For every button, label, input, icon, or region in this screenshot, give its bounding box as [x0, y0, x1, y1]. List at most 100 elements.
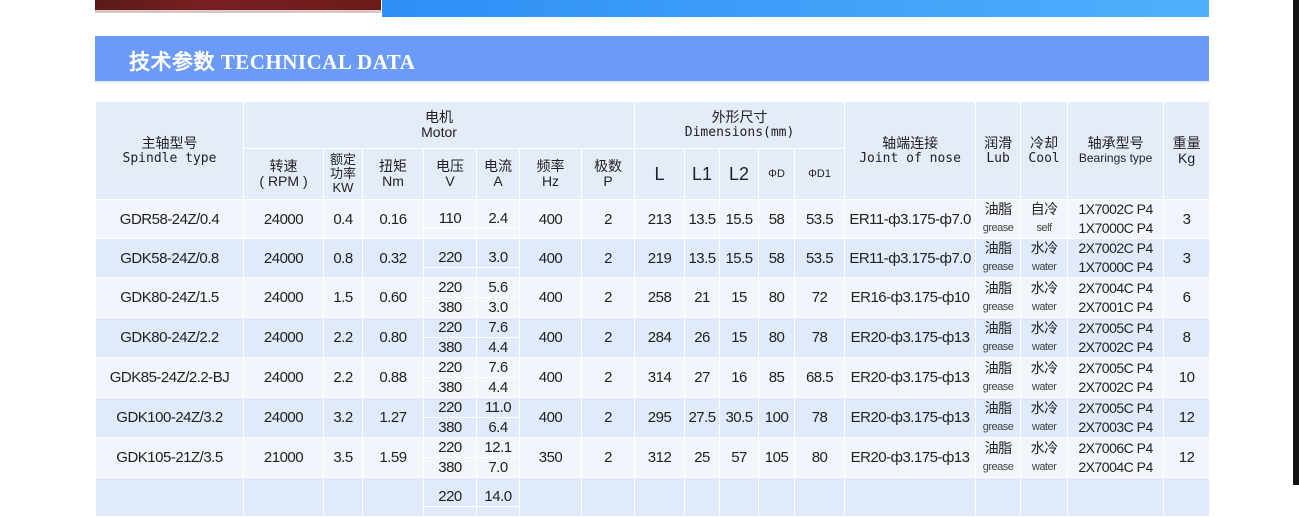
cell-bearings: 2X7006C P4 2X7004C P4 [1067, 437, 1165, 478]
cell-nm: 0.88 [362, 357, 424, 398]
cell-p: 2 [580, 238, 636, 278]
cell-kg: 3 [1163, 238, 1211, 278]
table-row: 220 14.0 [95, 477, 1211, 517]
cell-bearings: 2X7004C P4 2X7001C P4 [1067, 277, 1165, 318]
table-row: GDK85-24Z/2.2-BJ 24000 2.2 0.88 220 380 7.6 4.4… [95, 357, 1211, 398]
cell-d: 80 [758, 317, 796, 358]
cell-rpm: 24000 [243, 277, 324, 318]
cell-a: 2.4 [476, 199, 520, 239]
cell-d: 80 [758, 277, 796, 318]
cell-rpm: 24000 [243, 357, 324, 398]
cell-v: 110 [423, 199, 477, 239]
cell-type: GDK58-24Z/0.8 [95, 238, 244, 278]
cell-nm: 1.27 [362, 397, 424, 438]
cell-kw: 0.8 [323, 238, 363, 278]
cell-joint: ER20-ф3.175-ф13 [844, 317, 977, 358]
cell-p: 2 [580, 437, 636, 478]
cell-d: 85 [758, 357, 796, 398]
header-frequency: 频率 Hz [519, 148, 582, 200]
cell-lub: 油脂 grease [975, 357, 1022, 398]
cell-joint: ER20-ф3.175-ф13 [844, 357, 977, 398]
cell-cool [1020, 477, 1069, 517]
cell-l1: 27.5 [684, 397, 721, 438]
cell-l1: 21 [684, 277, 721, 318]
header-spindle-type: 主轴型号 Spindle type [95, 101, 244, 200]
cell-lub: 油脂 grease [975, 437, 1022, 478]
cell-a: 7.6 4.4 [476, 317, 520, 358]
table-row: GDR58-24Z/0.4 24000 0.4 0.16 110 2.4 400 2 213 13… [95, 199, 1211, 239]
cell-nm: 0.60 [362, 277, 424, 318]
cell-cool: 水冷 water [1020, 397, 1069, 438]
cell-a: 3.0 [476, 238, 520, 278]
table-row: GDK58-24Z/0.8 24000 0.8 0.32 220 3.0 400 2 219 13… [95, 238, 1211, 278]
header-lub: 润滑 Lub [975, 101, 1022, 200]
cell-kg: 6 [1163, 277, 1211, 318]
header-joint: 轴端连接 Joint of nose [844, 101, 977, 200]
cell-rpm: 21000 [243, 437, 324, 478]
cell-d1: 78 [794, 317, 846, 358]
cell-l2: 30.5 [719, 397, 760, 438]
cell-v: 220 380 [423, 437, 477, 478]
cell-lub: 油脂 grease [975, 317, 1022, 358]
cell-lub: 油脂 grease [975, 277, 1022, 318]
cell-d1: 72 [794, 277, 846, 318]
cell-d1: 53.5 [794, 199, 846, 239]
cell-nm: 0.80 [362, 317, 424, 358]
cell-kg: 12 [1163, 397, 1211, 438]
cell-bearings [1067, 477, 1165, 517]
header-dimensions: 外形尺寸 Dimensions(mm) [634, 101, 846, 149]
cell-joint: ER11-ф3.175-ф7.0 [844, 238, 977, 278]
cell-nm: 0.16 [362, 199, 424, 239]
cell-cool: 水冷 water [1020, 317, 1069, 358]
cell-kg: 10 [1163, 357, 1211, 398]
cell-type: GDK100-24Z/3.2 [95, 397, 244, 438]
cell-type [95, 477, 244, 517]
cell-l1: 13.5 [684, 199, 721, 239]
window-edge [1293, 0, 1299, 485]
cell-l: 312 [634, 437, 686, 478]
cell-p: 2 [580, 199, 636, 239]
cell-v: 220 380 [423, 317, 477, 358]
header-cool: 冷却 Cool [1020, 101, 1069, 200]
top-banner [382, 0, 1209, 17]
cell-joint: ER11-ф3.175-ф7.0 [844, 199, 977, 239]
product-photo [95, 0, 381, 13]
cell-l: 213 [634, 199, 686, 239]
cell-kg: 8 [1163, 317, 1211, 358]
cell-hz: 400 [519, 277, 582, 318]
cell-d [758, 477, 796, 517]
cell-hz: 400 [519, 317, 582, 358]
cell-type: GDK105-21Z/3.5 [95, 437, 244, 478]
cell-l: 284 [634, 317, 686, 358]
cell-joint: ER16-ф3.175-ф10 [844, 277, 977, 318]
cell-p: 2 [580, 317, 636, 358]
cell-d: 105 [758, 437, 796, 478]
header-torque: 扭矩 Nm [362, 148, 424, 200]
technical-data-table: 主轴型号 Spindle type 电机 Motor 外形尺寸 Dimensions(… [95, 101, 1211, 517]
cell-l: 258 [634, 277, 686, 318]
cell-joint [844, 477, 977, 517]
cell-kg: 3 [1163, 199, 1211, 239]
cell-nm [362, 477, 424, 517]
cell-a: 11.0 6.4 [476, 397, 520, 438]
cell-a: 12.1 7.0 [476, 437, 520, 478]
header-poles: 极数 P [580, 148, 636, 200]
cell-l: 314 [634, 357, 686, 398]
cell-lub: 油脂 grease [975, 397, 1022, 438]
cell-v: 220 380 [423, 397, 477, 438]
cell-kw: 2.2 [323, 357, 363, 398]
cell-kg [1163, 477, 1211, 517]
cell-bearings: 2X7005C P4 2X7002C P4 [1067, 317, 1165, 358]
cell-rpm: 24000 [243, 397, 324, 438]
cell-p: 2 [580, 277, 636, 318]
cell-p: 2 [580, 397, 636, 438]
cell-nm: 0.32 [362, 238, 424, 278]
cell-l1: 27 [684, 357, 721, 398]
section-title: 技术参数 TECHNICAL DATA [129, 50, 416, 74]
cell-hz: 400 [519, 397, 582, 438]
cell-type: GDK85-24Z/2.2-BJ [95, 357, 244, 398]
cell-kw: 2.2 [323, 317, 363, 358]
cell-d1: 53.5 [794, 238, 846, 278]
cell-nm: 1.59 [362, 437, 424, 478]
cell-hz: 350 [519, 437, 582, 478]
